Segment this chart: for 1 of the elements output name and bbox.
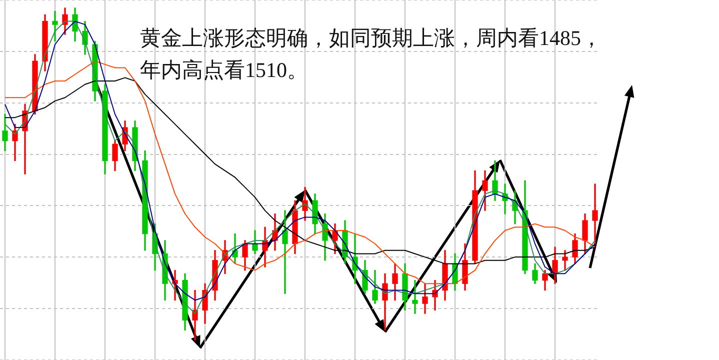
annotation: 黄金上涨形态明确，如同预期上涨，周内看1485，年内高点看1510。	[140, 25, 603, 84]
